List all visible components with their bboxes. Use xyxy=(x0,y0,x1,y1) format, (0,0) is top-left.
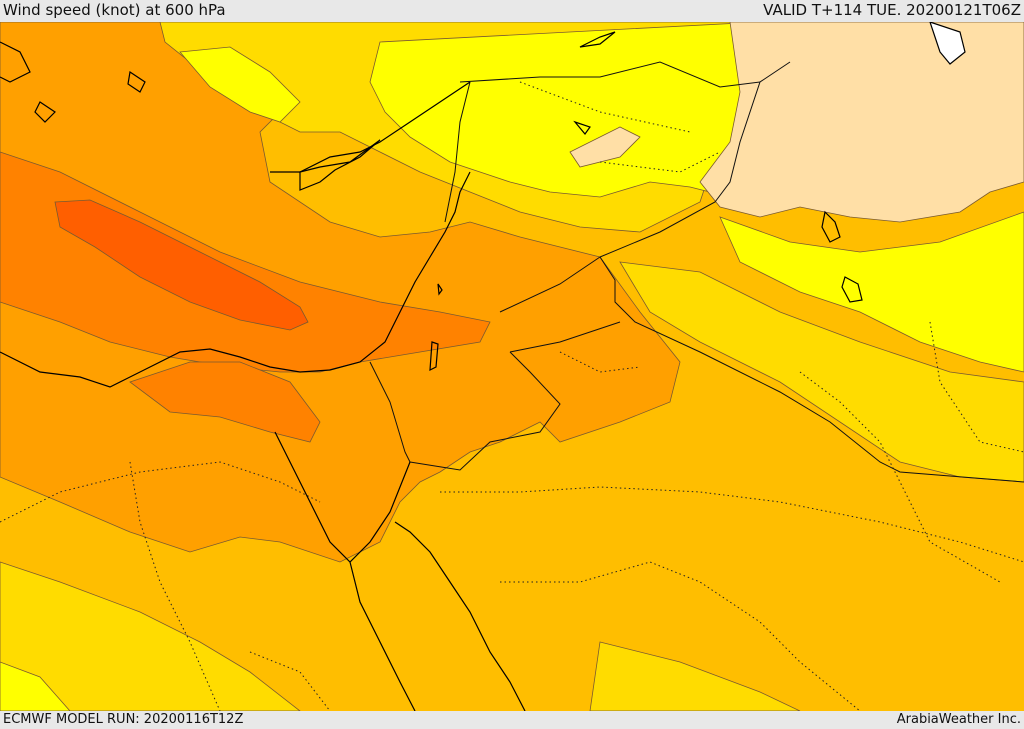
contour-fill-very-light xyxy=(699,22,1024,223)
model-run: ECMWF MODEL RUN: 20200116T12Z xyxy=(3,712,244,727)
contour-fill-yellow-sw xyxy=(0,661,71,711)
contour-fill-gold-sw xyxy=(0,561,301,711)
lake-east-2 xyxy=(841,276,863,303)
wind-speed-map[interactable] xyxy=(0,22,1024,711)
border-dotted-lines xyxy=(0,81,1024,711)
contour-fill-red-orange xyxy=(54,199,309,331)
lake-van xyxy=(929,22,966,65)
contour-fill-very-light-streak xyxy=(569,126,641,168)
contour-fill-gold-s xyxy=(589,641,801,711)
map-title: Wind speed (knot) at 600 hPa xyxy=(3,1,226,19)
footer-bar: ECMWF MODEL RUN: 20200116T12Z ArabiaWeat… xyxy=(0,711,1024,729)
contour-fill-yellow-east xyxy=(719,211,1024,373)
coastline xyxy=(0,22,966,711)
dead-sea xyxy=(429,341,439,372)
header-bar: Wind speed (knot) at 600 hPa VALID T+114… xyxy=(0,0,1024,22)
contour-fill-yellow-nw xyxy=(179,46,301,123)
border-solid-lines xyxy=(369,61,1024,483)
credit: ArabiaWeather Inc. xyxy=(896,712,1021,727)
cyprus-island xyxy=(299,139,381,191)
contour-fill-dark-orange xyxy=(0,151,491,373)
contour-fill-dark-orange-sinai xyxy=(129,361,321,443)
valid-time: VALID T+114 TUE. 20200121T06Z xyxy=(763,1,1021,19)
lake-east xyxy=(821,210,841,243)
